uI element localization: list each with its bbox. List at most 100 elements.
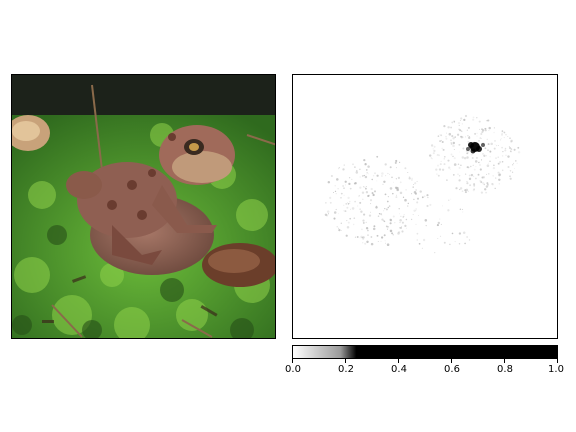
saliency-speckle (450, 153, 453, 156)
saliency-speckle (396, 194, 397, 196)
saliency-speckle (362, 236, 365, 239)
saliency-speckle (383, 234, 386, 237)
saliency-speckle (363, 158, 366, 162)
saliency-speckle (382, 210, 385, 212)
saliency-speckle (399, 219, 402, 222)
saliency-speckle (466, 236, 469, 238)
saliency-speckle (415, 189, 417, 191)
saliency-speckle (377, 240, 379, 243)
saliency-speckle (463, 118, 466, 122)
saliency-speckle (342, 168, 345, 171)
saliency-speckle (351, 178, 353, 181)
saliency-speckle (458, 124, 460, 126)
saliency-speckle (376, 205, 377, 207)
saliency-speckle (452, 155, 454, 158)
saliency-speckle (412, 186, 414, 188)
saliency-speckle (485, 191, 488, 194)
saliency-speckle (461, 190, 464, 193)
saliency-speckle (473, 168, 476, 171)
saliency-speckle (459, 151, 461, 153)
saliency-speckle (517, 146, 520, 149)
saliency-speckle (384, 240, 386, 242)
saliency-speckle (399, 191, 403, 195)
saliency-speckle (353, 182, 356, 185)
saliency-speckle (452, 141, 456, 145)
saliency-speckle (372, 175, 375, 177)
saliency-speckle (481, 181, 485, 185)
saliency-speckle (460, 164, 462, 166)
saliency-speckle (466, 166, 469, 169)
saliency-speckle (352, 163, 354, 166)
colorbar-tick-label: 0.4 (391, 364, 407, 375)
saliency-speckle (348, 182, 351, 186)
saliency-speckle (460, 117, 463, 120)
saliency-speckle (354, 181, 357, 185)
saliency-speckle (365, 169, 368, 171)
saliency-speckle (362, 198, 364, 200)
saliency-speckle (474, 160, 478, 163)
saliency-speckle (451, 135, 454, 138)
saliency-speckle (340, 230, 342, 232)
saliency-speckle (462, 211, 464, 213)
saliency-speckle (376, 180, 378, 182)
saliency-speckle (510, 148, 513, 150)
saliency-speckle (391, 232, 394, 235)
saliency-speckle (459, 187, 463, 190)
saliency-map-illustration (293, 75, 557, 338)
saliency-speckle (489, 156, 491, 158)
saliency-speckle (481, 142, 485, 145)
saliency-speckle (464, 191, 467, 194)
saliency-speckle (343, 210, 345, 212)
saliency-speckle (448, 166, 450, 168)
saliency-speckle (355, 171, 359, 174)
saliency-speckle (363, 174, 365, 177)
saliency-speckle (497, 171, 500, 174)
saliency-speckle (468, 174, 471, 177)
saliency-speckle (448, 199, 450, 201)
saliency-speckle (349, 217, 352, 220)
saliency-speckle (450, 139, 452, 142)
saliency-speckle (386, 200, 389, 203)
saliency-speckle (479, 164, 481, 166)
saliency-speckle (469, 145, 472, 148)
colorbar-tick-label: 0.0 (285, 364, 301, 375)
saliency-speckle (481, 138, 483, 140)
saliency-speckle (393, 181, 394, 183)
saliency-speckle (509, 170, 512, 172)
saliency-speckle (516, 162, 518, 164)
saliency-speckle (392, 234, 394, 236)
saliency-speckle (418, 242, 421, 245)
saliency-speckle (479, 180, 481, 182)
saliency-speckle (394, 222, 396, 224)
saliency-speckle (441, 147, 443, 149)
saliency-speckle (461, 123, 464, 125)
saliency-speckle (397, 231, 401, 234)
saliency-speckle (430, 157, 432, 159)
saliency-speckle (376, 174, 379, 177)
saliency-speckle (389, 166, 392, 169)
saliency-speckle (384, 163, 387, 166)
saliency-speckle (509, 150, 512, 153)
saliency-speckle (406, 205, 409, 207)
saliency-speckle (432, 148, 434, 150)
saliency-speckle (353, 217, 356, 220)
saliency-speckle (487, 119, 490, 122)
saliency-speckle (324, 213, 328, 216)
saliency-speckle (467, 166, 470, 169)
saliency-speckle (335, 193, 337, 195)
saliency-speckle (389, 219, 393, 222)
saliency-speckle (454, 241, 456, 243)
saliency-speckle (397, 232, 400, 235)
saliency-speckle (421, 196, 424, 199)
saliency-speckle (385, 175, 387, 177)
saliency-speckle (501, 130, 504, 132)
saliency-speckle (458, 166, 461, 169)
saliency-speckle (451, 121, 454, 124)
saliency-speckle (416, 180, 418, 183)
saliency-speckle (338, 227, 340, 229)
saliency-speckle (486, 155, 487, 157)
saliency-speckle (382, 183, 384, 185)
saliency-speckle (482, 176, 486, 179)
saliency-speckle (462, 231, 466, 235)
saliency-speckle (395, 159, 398, 163)
